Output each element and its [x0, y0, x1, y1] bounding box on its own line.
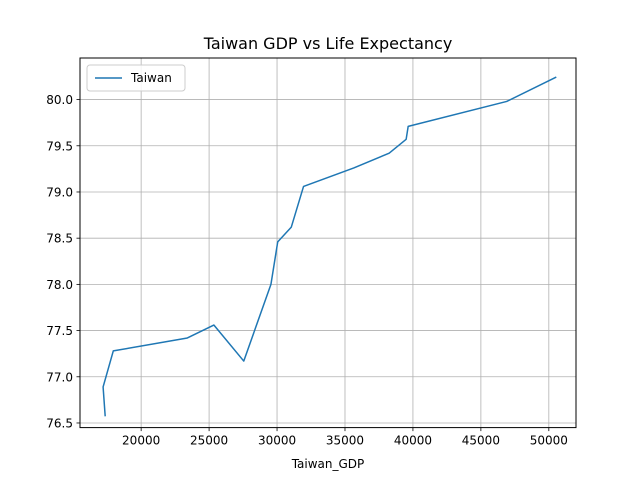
legend: Taiwan: [86, 64, 186, 92]
x-axis-ticks: 20000 25000 30000 35000 40000 45000 50000: [122, 427, 568, 448]
y-tick-label: 79.5: [46, 139, 73, 153]
y-tick-label: 76.5: [46, 416, 73, 430]
y-tick-label: 77.0: [46, 370, 73, 384]
series-line-taiwan: [102, 76, 557, 417]
x-tick-label: 20000: [122, 434, 160, 448]
legend-label-taiwan: Taiwan: [130, 71, 172, 85]
x-tick-label: 40000: [394, 434, 432, 448]
y-tick-label: 79.0: [46, 185, 73, 199]
series-lines: [102, 76, 557, 417]
y-tick-label: 77.5: [46, 324, 73, 338]
x-tick-label: 45000: [462, 434, 500, 448]
x-tick-label: 30000: [258, 434, 296, 448]
x-tick-label: 35000: [326, 434, 364, 448]
x-axis-label: Taiwan_GDP: [291, 457, 365, 471]
x-tick-label: 50000: [530, 434, 568, 448]
y-tick-label: 78.5: [46, 232, 73, 246]
plot-frame: [79, 57, 577, 429]
y-tick-label: 80.0: [46, 93, 73, 107]
legend-box: [86, 64, 186, 92]
chart-title: Taiwan GDP vs Life Expectancy: [203, 34, 453, 53]
y-tick-label: 78.0: [46, 278, 73, 292]
grid-lines: [80, 58, 576, 428]
x-tick-label: 25000: [190, 434, 228, 448]
y-axis-ticks: 76.5 77.0 77.5 78.0 78.5 79.0 79.5 80.0: [46, 93, 80, 430]
